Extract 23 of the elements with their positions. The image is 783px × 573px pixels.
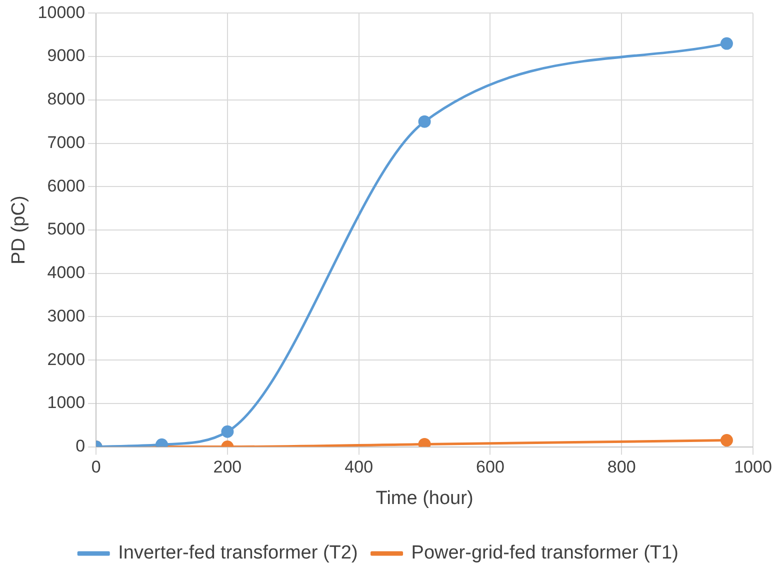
y-tick-label: 10000 [38,2,86,22]
x-tick-label: 400 [344,458,374,477]
legend-label: Power-grid-fed transformer (T1) [411,542,678,564]
y-tick-label: 3000 [47,306,86,326]
x-tick-label: 0 [91,458,101,477]
x-tick-label: 200 [213,458,242,477]
y-axis-title: PD (pC) [8,196,30,264]
x-tick-label: 800 [607,458,636,477]
y-tick-label: 7000 [47,132,86,152]
legend-label: Inverter-fed transformer (T2) [118,542,358,564]
y-tick-label: 4000 [47,263,86,282]
y-tick-label: 0 [76,436,86,456]
y-tick-label: 6000 [47,176,86,196]
x-tick-label: 600 [476,458,504,477]
x-tick-label: 1000 [734,458,772,477]
point [418,115,431,128]
x-axis-title: Time (hour) [376,488,474,509]
y-tick-label: 2000 [47,350,86,369]
y-tick-label: 5000 [47,220,86,239]
point [720,37,733,50]
y-tick-label: 9000 [47,46,86,66]
y-tick-label: 1000 [47,393,86,412]
y-tick-label: 8000 [47,90,86,109]
